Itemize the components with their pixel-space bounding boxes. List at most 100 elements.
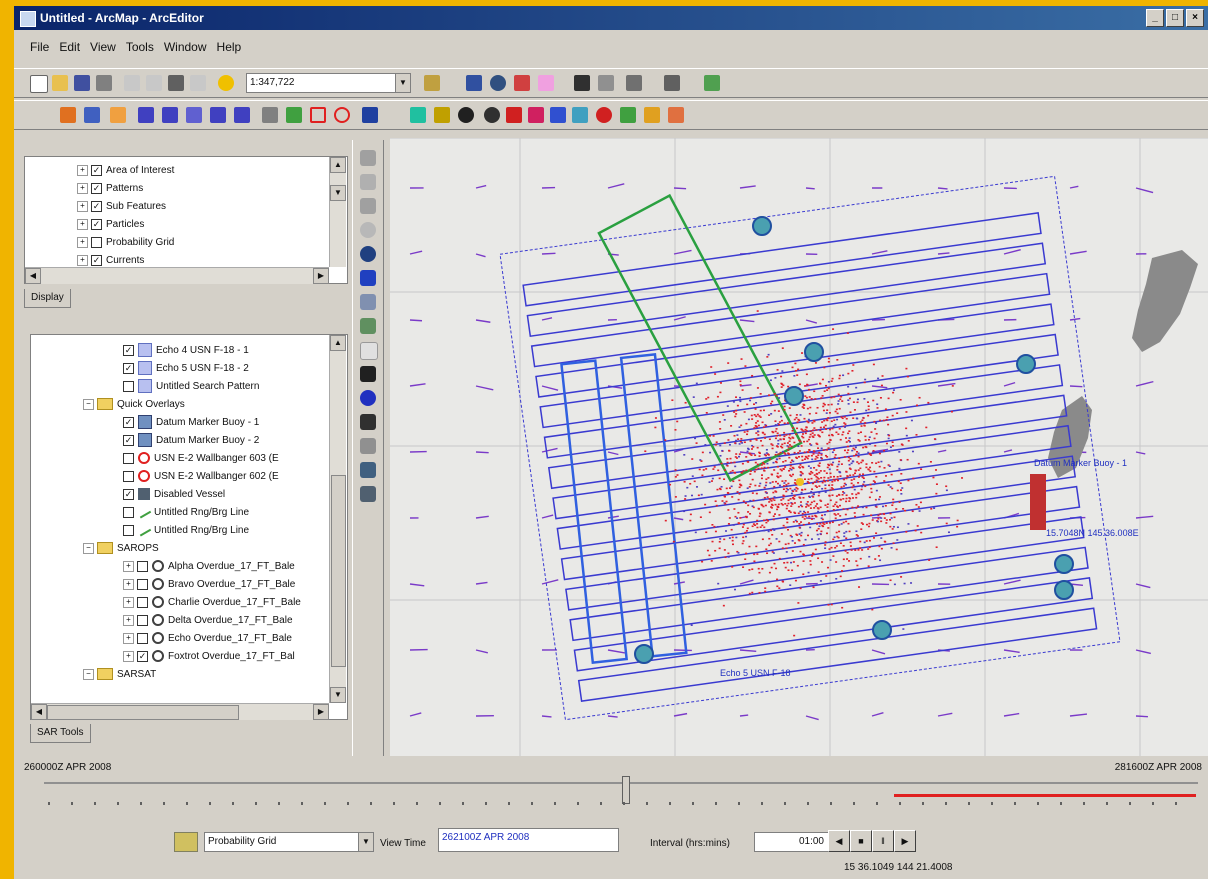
layer-checkbox[interactable] <box>123 380 134 392</box>
toc-layer-row[interactable]: ✓ Datum Marker Buoy - 1 <box>123 413 259 431</box>
interval-field[interactable]: 01:00 <box>754 832 829 852</box>
pattern-track-icon[interactable] <box>162 107 178 123</box>
menu-edit[interactable]: Edit <box>59 40 81 54</box>
zoom-out-icon[interactable] <box>360 174 376 190</box>
layer-checkbox[interactable] <box>91 236 102 248</box>
toc-layer-row[interactable]: + ✓ Foxtrot Overdue_17_FT_Bal <box>123 647 295 665</box>
toc-layer-row[interactable]: USN E-2 Wallbanger 602 (E <box>123 467 279 485</box>
pattern-sector-icon[interactable] <box>262 107 278 123</box>
paste-icon[interactable] <box>168 75 184 91</box>
toc-group-row[interactable]: − SAROPS <box>83 539 159 557</box>
menu-view[interactable]: View <box>90 40 116 54</box>
menu-file[interactable]: File <box>30 40 50 54</box>
layer-checkbox[interactable]: ✓ <box>91 254 102 266</box>
chat-icon[interactable] <box>550 107 566 123</box>
toc-layer-row[interactable]: ✓ Datum Marker Buoy - 2 <box>123 431 259 449</box>
cut-icon[interactable] <box>124 75 140 91</box>
parallel-track-pattern[interactable] <box>522 212 1098 702</box>
green-search-pattern[interactable] <box>597 193 803 483</box>
expand-icon[interactable]: + <box>123 596 134 608</box>
save-icon[interactable] <box>74 75 90 91</box>
toc-layer-row[interactable]: USN E-2 Wallbanger 603 (E <box>123 449 279 467</box>
layer-checkbox[interactable] <box>137 632 148 644</box>
scale-combo[interactable]: 1:347,722 <box>246 73 396 93</box>
step-back-button[interactable]: ◀ <box>828 830 850 852</box>
add-data-icon[interactable] <box>218 75 234 91</box>
expand-icon[interactable]: + <box>77 254 88 266</box>
drift-icon[interactable] <box>410 107 426 123</box>
expand-icon[interactable]: + <box>77 164 88 176</box>
toc-layer-row[interactable]: + Probability Grid <box>77 233 174 251</box>
datum-marker-icon[interactable] <box>752 216 772 236</box>
toc-layer-row[interactable]: + Charlie Overdue_17_FT_Bale <box>123 593 301 611</box>
layer-checkbox[interactable] <box>137 596 148 608</box>
editor-icon[interactable] <box>424 75 440 91</box>
layer-checkbox[interactable]: ✓ <box>91 164 102 176</box>
expand-icon[interactable]: + <box>123 578 134 590</box>
sar-arrow-icon[interactable] <box>110 107 126 123</box>
layer-checkbox[interactable] <box>137 614 148 626</box>
layer-checkbox[interactable] <box>137 560 148 572</box>
pink-tool-icon[interactable] <box>538 75 554 91</box>
layer-combo[interactable]: Probability Grid <box>204 832 358 852</box>
datum-marker-icon[interactable] <box>784 386 804 406</box>
sar-chart-icon[interactable] <box>84 107 100 123</box>
circle-icon[interactable] <box>334 107 350 123</box>
toc-layer-row[interactable]: + ✓ Area of Interest <box>77 161 174 179</box>
alert-icon[interactable] <box>596 107 612 123</box>
map-canvas[interactable]: Datum Marker Buoy - 1 15.7048N 145.36.00… <box>390 138 1208 756</box>
expand-icon[interactable]: + <box>123 650 134 662</box>
layer-checkbox[interactable] <box>123 452 134 464</box>
maximize-button[interactable]: □ <box>1166 9 1184 27</box>
toc-layer-row[interactable]: + Echo Overdue_17_FT_Bale <box>123 629 292 647</box>
toc-layer-row[interactable]: + ✓ Patterns <box>77 179 143 197</box>
layer-checkbox[interactable]: ✓ <box>123 416 134 428</box>
layer-folder-icon[interactable] <box>174 832 198 852</box>
layer-checkbox[interactable]: ✓ <box>91 182 102 194</box>
tab-display[interactable]: Display <box>24 289 71 308</box>
marker-icon[interactable] <box>598 75 614 91</box>
pin-icon[interactable] <box>528 107 544 123</box>
sarsat-icon[interactable] <box>620 107 636 123</box>
datum-marker-icon[interactable] <box>872 620 892 640</box>
search-area-outline[interactable] <box>499 175 1121 721</box>
hyperlink-icon[interactable] <box>360 462 376 478</box>
toc-layer-row[interactable]: + Bravo Overdue_17_FT_Bale <box>123 575 295 593</box>
open-folder-icon[interactable] <box>52 75 68 91</box>
flag-icon[interactable] <box>506 107 522 123</box>
toc-layer-row[interactable]: + ✓ Sub Features <box>77 197 166 215</box>
forward-extent-icon[interactable] <box>360 294 376 310</box>
layer-checkbox[interactable]: ✓ <box>91 218 102 230</box>
menu-window[interactable]: Window <box>163 40 207 54</box>
toc-layer-row[interactable]: + Delta Overdue_17_FT_Bale <box>123 611 293 629</box>
export-icon[interactable] <box>704 75 720 91</box>
blue-creeping-line-pattern[interactable] <box>560 353 688 664</box>
toc-layer-row[interactable]: ✓ Echo 4 USN F-18 - 1 <box>123 341 249 359</box>
pattern-parallel-icon[interactable] <box>210 107 226 123</box>
layer-checkbox[interactable]: ✓ <box>123 344 134 356</box>
toc-layer-row[interactable]: + Alpha Overdue_17_FT_Bale <box>123 557 295 575</box>
toc-layer-row[interactable]: Untitled Search Pattern <box>123 377 259 395</box>
globe-icon[interactable] <box>490 75 506 91</box>
expand-icon[interactable]: + <box>77 218 88 230</box>
zoom-in-icon[interactable] <box>360 150 376 166</box>
pattern-square-icon[interactable] <box>138 107 154 123</box>
toc-layer-row[interactable]: + ✓ Currents <box>77 251 144 269</box>
wind-icon[interactable] <box>572 107 588 123</box>
datum-marker-icon[interactable] <box>1054 580 1074 600</box>
delete-icon[interactable] <box>190 75 206 91</box>
sar-case-icon[interactable] <box>60 107 76 123</box>
toc-group-row[interactable]: − SARSAT <box>83 665 156 683</box>
layer-dropdown-arrow[interactable]: ▼ <box>358 832 374 852</box>
edit-icon[interactable] <box>574 75 590 91</box>
grid-icon[interactable] <box>664 75 680 91</box>
disabled-vessel-icon[interactable] <box>1030 474 1046 530</box>
datum-marker-icon[interactable] <box>634 644 654 664</box>
minimize-button[interactable]: _ <box>1146 9 1164 27</box>
layer-checkbox[interactable]: ✓ <box>91 200 102 212</box>
toc-layer-row[interactable]: + ✓ Particles <box>77 215 144 233</box>
layer-checkbox[interactable]: ✓ <box>123 362 134 374</box>
layer-checkbox[interactable] <box>137 578 148 590</box>
tab-sar-tools[interactable]: SAR Tools <box>30 724 91 743</box>
clear-selection-icon[interactable] <box>360 342 378 360</box>
